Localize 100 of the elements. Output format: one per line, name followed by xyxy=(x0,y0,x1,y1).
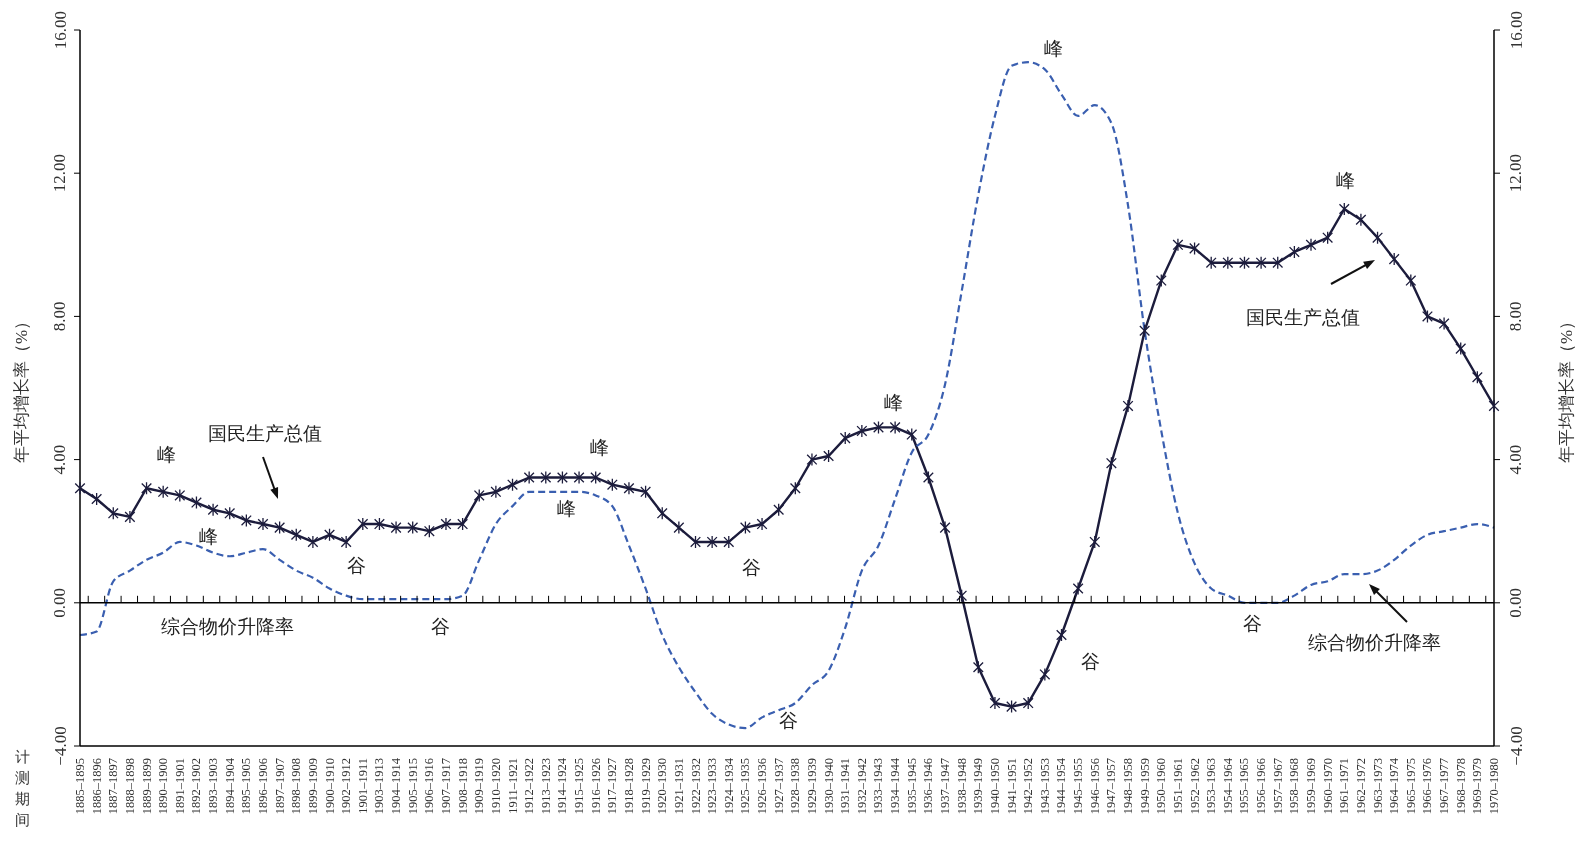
y2-tick-label: −4.00 xyxy=(1506,726,1526,766)
y-tick-label: −4.00 xyxy=(50,726,70,766)
x-tick-label: 1936–1946 xyxy=(921,758,936,815)
x-tick-label: 1969–1979 xyxy=(1470,758,1485,815)
annotation: 峰 xyxy=(198,525,218,547)
x-tick-label: 1924–1934 xyxy=(721,757,736,815)
x-tick-label: 1919–1929 xyxy=(638,758,653,815)
x-tick-label: 1887–1897 xyxy=(106,758,121,815)
annotation: 谷 xyxy=(741,556,761,578)
y-tick-label: 4.00 xyxy=(50,444,70,475)
x-tick-label: 1923–1933 xyxy=(705,758,720,815)
x-tick-label: 1907–1917 xyxy=(438,758,453,815)
x-tick-label: 1897–1907 xyxy=(272,758,287,815)
x-tick-label: 1898–1908 xyxy=(289,758,304,815)
y-tick-label: 8.00 xyxy=(50,301,70,332)
x-tick-label: 1957–1967 xyxy=(1270,758,1285,815)
x-tick-label: 1933–1943 xyxy=(871,758,886,815)
y-tick-label: 16.00 xyxy=(50,10,70,50)
annotation: 谷 xyxy=(430,615,450,637)
y2-tick-label: 0.00 xyxy=(1506,587,1526,618)
x-tick-label: 1945–1955 xyxy=(1071,758,1086,815)
x-tick-label: 1934–1944 xyxy=(888,757,903,815)
x-tick-label: 1930–1940 xyxy=(821,758,836,815)
x-tick-label: 1968–1978 xyxy=(1453,758,1468,815)
x-tick-label: 1903–1913 xyxy=(372,758,387,815)
y-tick-label: 12.00 xyxy=(50,154,70,193)
x-tick-label: 1926–1936 xyxy=(755,758,770,815)
x-tick-label: 1948–1958 xyxy=(1121,758,1136,815)
annotation: 综合物价升降率 xyxy=(1307,631,1441,653)
annotation: 峰 xyxy=(883,391,903,413)
x-tick-label: 1917–1927 xyxy=(605,758,620,815)
x-tick-label: 1956–1966 xyxy=(1254,758,1269,815)
annotation: 国民生产总值 xyxy=(208,422,322,444)
x-tick-label: 1909–1919 xyxy=(472,758,487,815)
x-tick-label: 1961–1971 xyxy=(1337,758,1352,815)
y-tick-label: 0.00 xyxy=(50,587,70,618)
x-tick-label: 1943–1953 xyxy=(1037,758,1052,815)
x-tick-label: 1939–1949 xyxy=(971,758,986,815)
annotation: 国民生产总值 xyxy=(1246,306,1360,328)
x-tick-label: 1916–1926 xyxy=(588,758,603,815)
x-tick-label: 1950–1960 xyxy=(1154,758,1169,815)
annotation: 峰 xyxy=(556,497,576,519)
x-tick-label: 1904–1914 xyxy=(389,757,404,815)
x-tick-label: 1915–1925 xyxy=(572,758,587,815)
annotation: 峰 xyxy=(156,443,176,465)
x-tick-label: 1955–1965 xyxy=(1237,758,1252,815)
x-tick-label: 1892–1902 xyxy=(189,758,204,815)
x-tick-label: 1886–1896 xyxy=(89,758,104,815)
x-tick-label: 1970–1980 xyxy=(1487,758,1501,815)
x-tick-label: 1958–1968 xyxy=(1287,758,1302,815)
x-tick-label: 1911–1921 xyxy=(505,758,520,814)
x-tick-label: 1938–1948 xyxy=(954,758,969,815)
x-tick-label: 1941–1951 xyxy=(1004,758,1019,815)
x-tick-label: 1965–1975 xyxy=(1403,758,1418,815)
x-tick-label: 1895–1905 xyxy=(239,758,254,815)
x-tick-label: 1928–1938 xyxy=(788,758,803,815)
x-tick-label: 1927–1937 xyxy=(771,758,786,815)
x-tick-label: 1929–1939 xyxy=(804,758,819,815)
x-tick-label: 1918–1928 xyxy=(621,758,636,815)
x-tick-label: 1952–1962 xyxy=(1187,758,1202,815)
x-tick-label: 1896–1906 xyxy=(255,758,270,815)
x-tick-label: 1901–1911 xyxy=(355,758,370,814)
y-axis-title: 年平均增长率（%） xyxy=(11,312,31,464)
x-tick-label: 1944–1954 xyxy=(1054,757,1069,815)
annotation: 综合物价升降率 xyxy=(160,615,294,637)
annotation: 谷 xyxy=(778,709,798,731)
x-tick-label: 1902–1912 xyxy=(339,758,354,815)
annotation: 峰 xyxy=(1335,169,1355,191)
y2-tick-label: 16.00 xyxy=(1506,10,1526,50)
x-tick-label: 1967–1977 xyxy=(1437,758,1452,815)
x-tick-label: 1953–1963 xyxy=(1204,758,1219,815)
x-tick-label: 1949–1959 xyxy=(1137,758,1152,815)
x-tick-label: 1921–1931 xyxy=(671,758,686,815)
y2-tick-label: 8.00 xyxy=(1506,301,1526,332)
x-tick-label: 1908–1918 xyxy=(455,758,470,815)
x-tick-label: 1885–1895 xyxy=(73,758,87,815)
x-tick-label: 1954–1964 xyxy=(1220,757,1235,815)
y2-tick-label: 4.00 xyxy=(1506,444,1526,475)
y2-tick-label: 12.00 xyxy=(1506,154,1526,193)
x-axis-title: 计测期间 xyxy=(14,749,30,828)
x-tick-label: 1964–1974 xyxy=(1387,757,1402,815)
annotation: 谷 xyxy=(1080,650,1100,672)
x-tick-label: 1900–1910 xyxy=(322,758,337,815)
x-tick-label: 1937–1947 xyxy=(938,758,953,815)
x-tick-label: 1963–1973 xyxy=(1370,758,1385,815)
x-tick-label: 1951–1961 xyxy=(1170,758,1185,815)
annotation: 谷 xyxy=(1242,612,1262,634)
x-tick-label: 1888–1898 xyxy=(122,758,137,815)
annotation: 峰 xyxy=(589,436,609,458)
x-tick-label: 1942–1952 xyxy=(1021,758,1036,815)
x-tick-label: 1894–1904 xyxy=(222,757,237,815)
x-tick-label: 1913–1923 xyxy=(538,758,553,815)
x-tick-label: 1914–1924 xyxy=(555,757,570,815)
x-tick-label: 1922–1932 xyxy=(688,758,703,815)
x-tick-label: 1962–1972 xyxy=(1353,758,1368,815)
x-tick-label: 1946–1956 xyxy=(1087,758,1102,815)
x-tick-label: 1912–1922 xyxy=(522,758,537,815)
annotation: 谷 xyxy=(346,554,366,576)
x-tick-label: 1905–1915 xyxy=(405,758,420,815)
x-tick-label: 1966–1976 xyxy=(1420,758,1435,815)
